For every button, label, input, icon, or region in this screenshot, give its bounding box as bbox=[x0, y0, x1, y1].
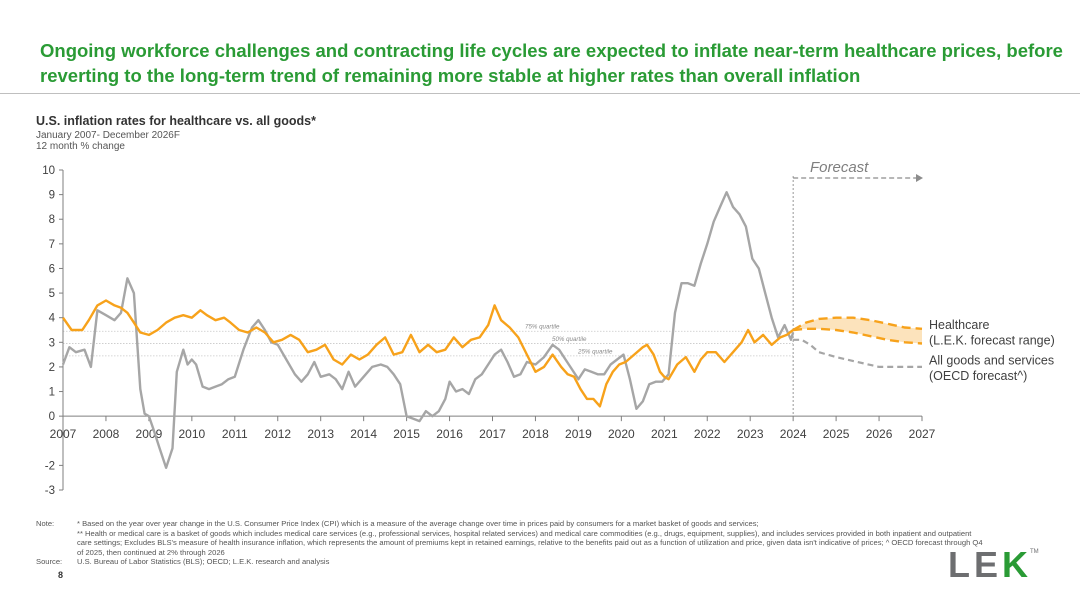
legend-healthcare-label: Healthcare bbox=[929, 318, 989, 332]
healthcare-series-line bbox=[62, 299, 794, 408]
x-tick-label: 2009 bbox=[136, 427, 163, 441]
chart-title: U.S. inflation rates for healthcare vs. … bbox=[36, 114, 316, 128]
note-label: Note: bbox=[36, 519, 55, 528]
y-tick-label: 0 bbox=[49, 411, 55, 423]
slide-title: Ongoing workforce challenges and contrac… bbox=[40, 40, 1063, 86]
x-tick-label: 2026 bbox=[866, 427, 893, 441]
x-tick-label: 2025 bbox=[823, 427, 850, 441]
x-tick-label: 2012 bbox=[264, 427, 291, 441]
x-tick-label: 2018 bbox=[522, 427, 549, 441]
x-tick-label: 2010 bbox=[178, 427, 205, 441]
y-tick-label: 2 bbox=[49, 362, 55, 374]
legend-all-goods-label: (OECD forecast^) bbox=[929, 369, 1027, 383]
legend-all-goods-label: All goods and services bbox=[929, 353, 1054, 367]
source-label: Source: bbox=[36, 557, 63, 566]
logo-letter: K bbox=[1002, 544, 1033, 585]
x-tick-label: 2016 bbox=[436, 427, 463, 441]
y-tick-label: 5 bbox=[49, 288, 55, 300]
y-tick-label: 6 bbox=[49, 263, 55, 275]
source-row: Source: U.S. Bureau of Labor Statistics … bbox=[36, 557, 986, 567]
y-tick-label: 7 bbox=[49, 239, 55, 251]
y-tick-label: 8 bbox=[49, 214, 55, 226]
forecast-label: Forecast bbox=[810, 159, 869, 176]
logo-trademark: TM bbox=[1030, 549, 1039, 555]
logo-letter: L bbox=[948, 544, 974, 585]
lek-logo: LEKTM bbox=[948, 544, 1041, 586]
x-tick-label: 2027 bbox=[909, 427, 936, 441]
quartile-label: 50% quartile bbox=[552, 336, 587, 343]
healthcare-forecast-band bbox=[793, 317, 922, 344]
y-tick-label: -2 bbox=[45, 460, 55, 472]
x-tick-label: 2008 bbox=[93, 427, 120, 441]
page-number: 8 bbox=[58, 570, 64, 580]
note-line: ** Health or medical care is a basket of… bbox=[77, 528, 983, 557]
legend-healthcare-label: (L.E.K. forecast range) bbox=[929, 333, 1055, 347]
x-tick-label: 2021 bbox=[651, 427, 678, 441]
y-tick-label: 1 bbox=[49, 387, 55, 399]
footnotes: Note: * Based on the year over year chan… bbox=[36, 519, 986, 567]
x-tick-label: 2024 bbox=[780, 427, 807, 441]
chart-subtitle: January 2007- December 2026F bbox=[36, 130, 180, 141]
x-tick-label: 2022 bbox=[694, 427, 721, 441]
x-tick-label: 2015 bbox=[393, 427, 420, 441]
quartile-label: 75% quartile bbox=[525, 324, 560, 331]
healthcare-forecast-upper bbox=[792, 316, 923, 332]
x-tick-label: 2019 bbox=[565, 427, 592, 441]
note-row: Note: * Based on the year over year chan… bbox=[36, 519, 986, 557]
title-divider bbox=[0, 93, 1080, 94]
y-tick-label: -3 bbox=[45, 485, 55, 497]
y-tick-label: 10 bbox=[42, 165, 55, 177]
note-text: * Based on the year over year change in … bbox=[77, 519, 986, 557]
x-tick-label: 2011 bbox=[222, 427, 248, 441]
all-goods-forecast-line bbox=[793, 338, 922, 368]
y-tick-label: 4 bbox=[49, 313, 56, 325]
y-tick-label: 3 bbox=[49, 337, 55, 349]
forecast-arrow-head bbox=[916, 174, 923, 182]
chart-ylabel: 12 month % change bbox=[36, 141, 125, 152]
logo-letter: E bbox=[974, 544, 1003, 585]
quartile-label: 25% quartile bbox=[577, 348, 613, 355]
note-line: * Based on the year over year change in … bbox=[77, 519, 759, 528]
x-tick-label: 2020 bbox=[608, 427, 635, 441]
source-text: U.S. Bureau of Labor Statistics (BLS); O… bbox=[77, 557, 330, 566]
x-tick-label: 2013 bbox=[307, 427, 334, 441]
x-tick-label: 2007 bbox=[50, 427, 77, 441]
all-goods-series-line bbox=[61, 190, 795, 469]
y-tick-label: 9 bbox=[49, 190, 55, 202]
healthcare-forecast-lower bbox=[792, 327, 923, 345]
x-tick-label: 2014 bbox=[350, 427, 377, 441]
x-tick-label: 2023 bbox=[737, 427, 764, 441]
x-tick-label: 2017 bbox=[479, 427, 506, 441]
